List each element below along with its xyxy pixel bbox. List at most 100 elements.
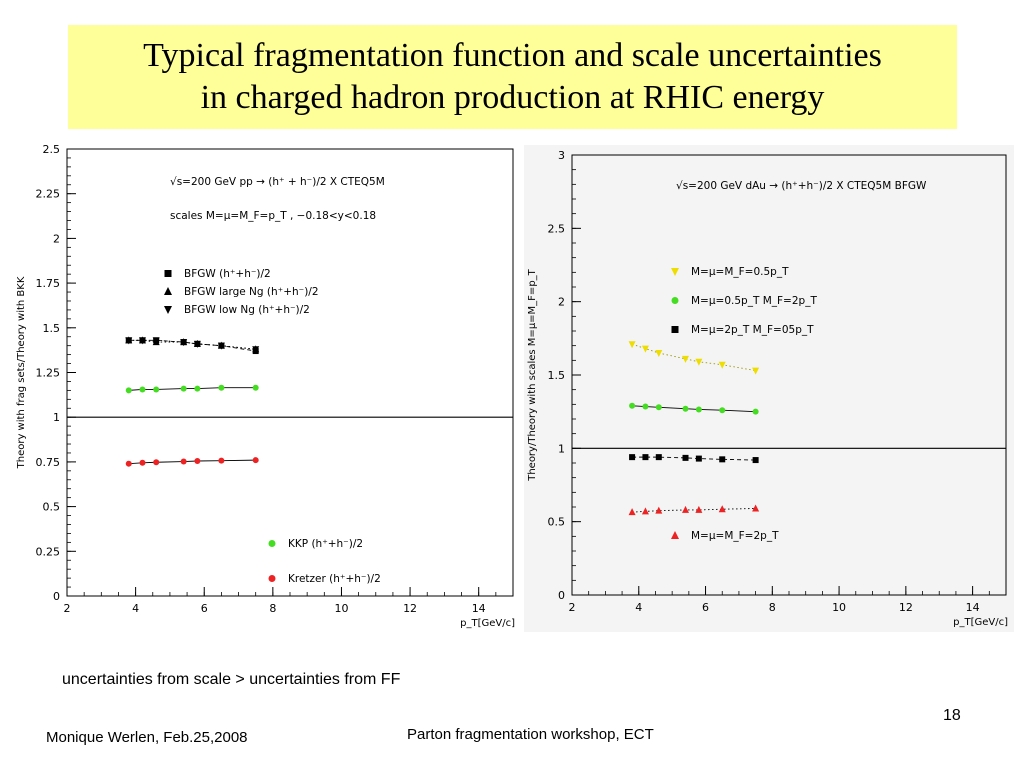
- legend-marker: [671, 531, 679, 539]
- data-point: [682, 505, 690, 513]
- data-point: [655, 350, 663, 357]
- data-point: [718, 505, 726, 513]
- data-point: [642, 403, 649, 410]
- x-axis-label: p_T[GeV/c]: [953, 617, 1008, 628]
- x-tick-label: 12: [403, 602, 417, 615]
- legend-marker: [164, 287, 172, 295]
- x-tick-label: 2: [569, 601, 576, 614]
- data-point: [655, 454, 662, 461]
- series-line: [128, 339, 256, 352]
- y-tick-label: 2.5: [43, 143, 61, 156]
- data-point: [682, 405, 689, 412]
- y-tick-label: 0: [53, 590, 60, 603]
- y-tick-label: 1.5: [43, 322, 61, 335]
- data-point: [217, 342, 225, 350]
- legend-marker: [164, 306, 172, 314]
- x-tick-label: 8: [769, 601, 776, 614]
- data-point: [719, 407, 726, 414]
- data-point: [153, 459, 160, 466]
- legend-marker: [671, 268, 679, 276]
- y-tick-label: 1.25: [36, 367, 61, 380]
- workshop-footer: Parton fragmentation workshop, ECT: [407, 726, 654, 743]
- series-line: [128, 459, 256, 465]
- legend-marker: [268, 540, 276, 547]
- data-point: [180, 385, 187, 392]
- y-tick-label: 1.5: [548, 369, 566, 382]
- x-tick-label: 14: [966, 601, 980, 614]
- data-point: [180, 458, 187, 465]
- x-tick-label: 4: [132, 602, 139, 615]
- legend-marker: [164, 270, 172, 277]
- data-point: [629, 454, 636, 461]
- legend-label: KKP (h⁺+h⁻)/2: [288, 538, 363, 550]
- slide-title-line-1: Typical fragmentation function and scale…: [143, 37, 882, 74]
- slide-caption: uncertainties from scale > uncertainties…: [62, 671, 401, 688]
- y-tick-label: 2: [558, 296, 565, 309]
- x-tick-label: 10: [334, 602, 348, 615]
- data-point: [682, 355, 690, 363]
- data-point: [695, 358, 703, 366]
- legend-label: M=μ=0.5p_T M_F=2p_T: [691, 295, 817, 307]
- data-point: [682, 454, 689, 461]
- author-footer: Monique Werlen, Feb.25,2008: [46, 729, 248, 746]
- legend-marker: [268, 575, 276, 582]
- legend-marker: [671, 326, 679, 333]
- data-point: [139, 386, 146, 393]
- y-tick-label: 0.25: [36, 545, 61, 558]
- y-tick-label: 3: [558, 149, 565, 162]
- data-point: [180, 339, 188, 347]
- data-point: [139, 459, 146, 466]
- data-point: [752, 504, 760, 512]
- data-point: [125, 387, 132, 394]
- data-point: [153, 386, 160, 393]
- x-tick-label: 6: [702, 601, 709, 614]
- data-point: [152, 337, 160, 345]
- legend-label: BFGW low Ng (h⁺+h⁻)/2: [184, 304, 310, 316]
- y-axis-label: Theory/Theory with scales M=μ=M_F=p_T: [527, 268, 538, 481]
- chart-dau-scales: 0 0.5 1 1.5 2 2.5 3 2 4 6 8 10 12 14 p_T[GeV/c] Theory/…: [524, 145, 1014, 632]
- data-point: [719, 456, 726, 463]
- x-axis-label: p_T[GeV/c]: [460, 618, 515, 629]
- data-point: [641, 345, 649, 353]
- chart-dau-svg: 0 0.5 1 1.5 2 2.5 3 2 4 6 8 10 12 14 p_T[GeV/c] Theory/…: [527, 149, 1008, 628]
- data-point: [695, 406, 702, 413]
- legend-label: BFGW (h⁺+h⁻)/2: [184, 268, 271, 280]
- data-point: [655, 506, 663, 514]
- data-point: [252, 384, 259, 391]
- chart-pp-fragmentation: 0 0.25 0.5 0.75 1 1.25 1.5 1.75 2 2.25 2.5 2 4 6 8 10 12…: [10, 138, 521, 635]
- data-point: [641, 507, 649, 515]
- data-point: [218, 457, 225, 464]
- data-point: [138, 337, 146, 345]
- data-point: [628, 508, 636, 516]
- data-point: [642, 454, 649, 461]
- legend-label: Kretzer (h⁺+h⁻)/2: [288, 573, 381, 585]
- legend-marker: [671, 297, 679, 304]
- data-point: [752, 457, 759, 464]
- data-point: [252, 346, 260, 354]
- data-point: [752, 367, 760, 375]
- data-point: [718, 361, 726, 369]
- y-axis-label: Theory with frag sets/Theory with BKK: [16, 276, 27, 469]
- series-line: [631, 343, 756, 372]
- data-point: [628, 341, 636, 349]
- y-tick-label: 2: [53, 232, 60, 245]
- legend-label: M=μ=2p_T M_F=05p_T: [691, 324, 814, 336]
- x-tick-label: 10: [832, 601, 846, 614]
- legend-label: M=μ=M_F=0.5p_T: [691, 266, 789, 278]
- chart-annotation: √s=200 GeV dAu → (h⁺+h⁻)/2 X CTEQ5M BFGW: [676, 180, 927, 192]
- x-tick-label: 2: [64, 602, 71, 615]
- y-tick-label: 1: [53, 411, 60, 424]
- x-tick-label: 14: [472, 602, 486, 615]
- y-tick-label: 2.25: [36, 188, 61, 201]
- page-number: 18: [943, 707, 961, 724]
- chart-annotation: √s=200 GeV pp → (h⁺ + h⁻)/2 X CTEQ5M: [170, 176, 385, 188]
- x-tick-label: 6: [201, 602, 208, 615]
- data-point: [629, 402, 636, 409]
- data-point: [752, 408, 759, 415]
- chart-pp-svg: 0 0.25 0.5 0.75 1 1.25 1.5 1.75 2 2.25 2.5 2 4 6 8 10 12…: [16, 143, 515, 629]
- data-point: [695, 455, 702, 462]
- data-point: [695, 505, 703, 513]
- series-line: [128, 387, 256, 391]
- y-tick-label: 0.5: [43, 501, 61, 514]
- y-tick-label: 1.75: [36, 277, 61, 290]
